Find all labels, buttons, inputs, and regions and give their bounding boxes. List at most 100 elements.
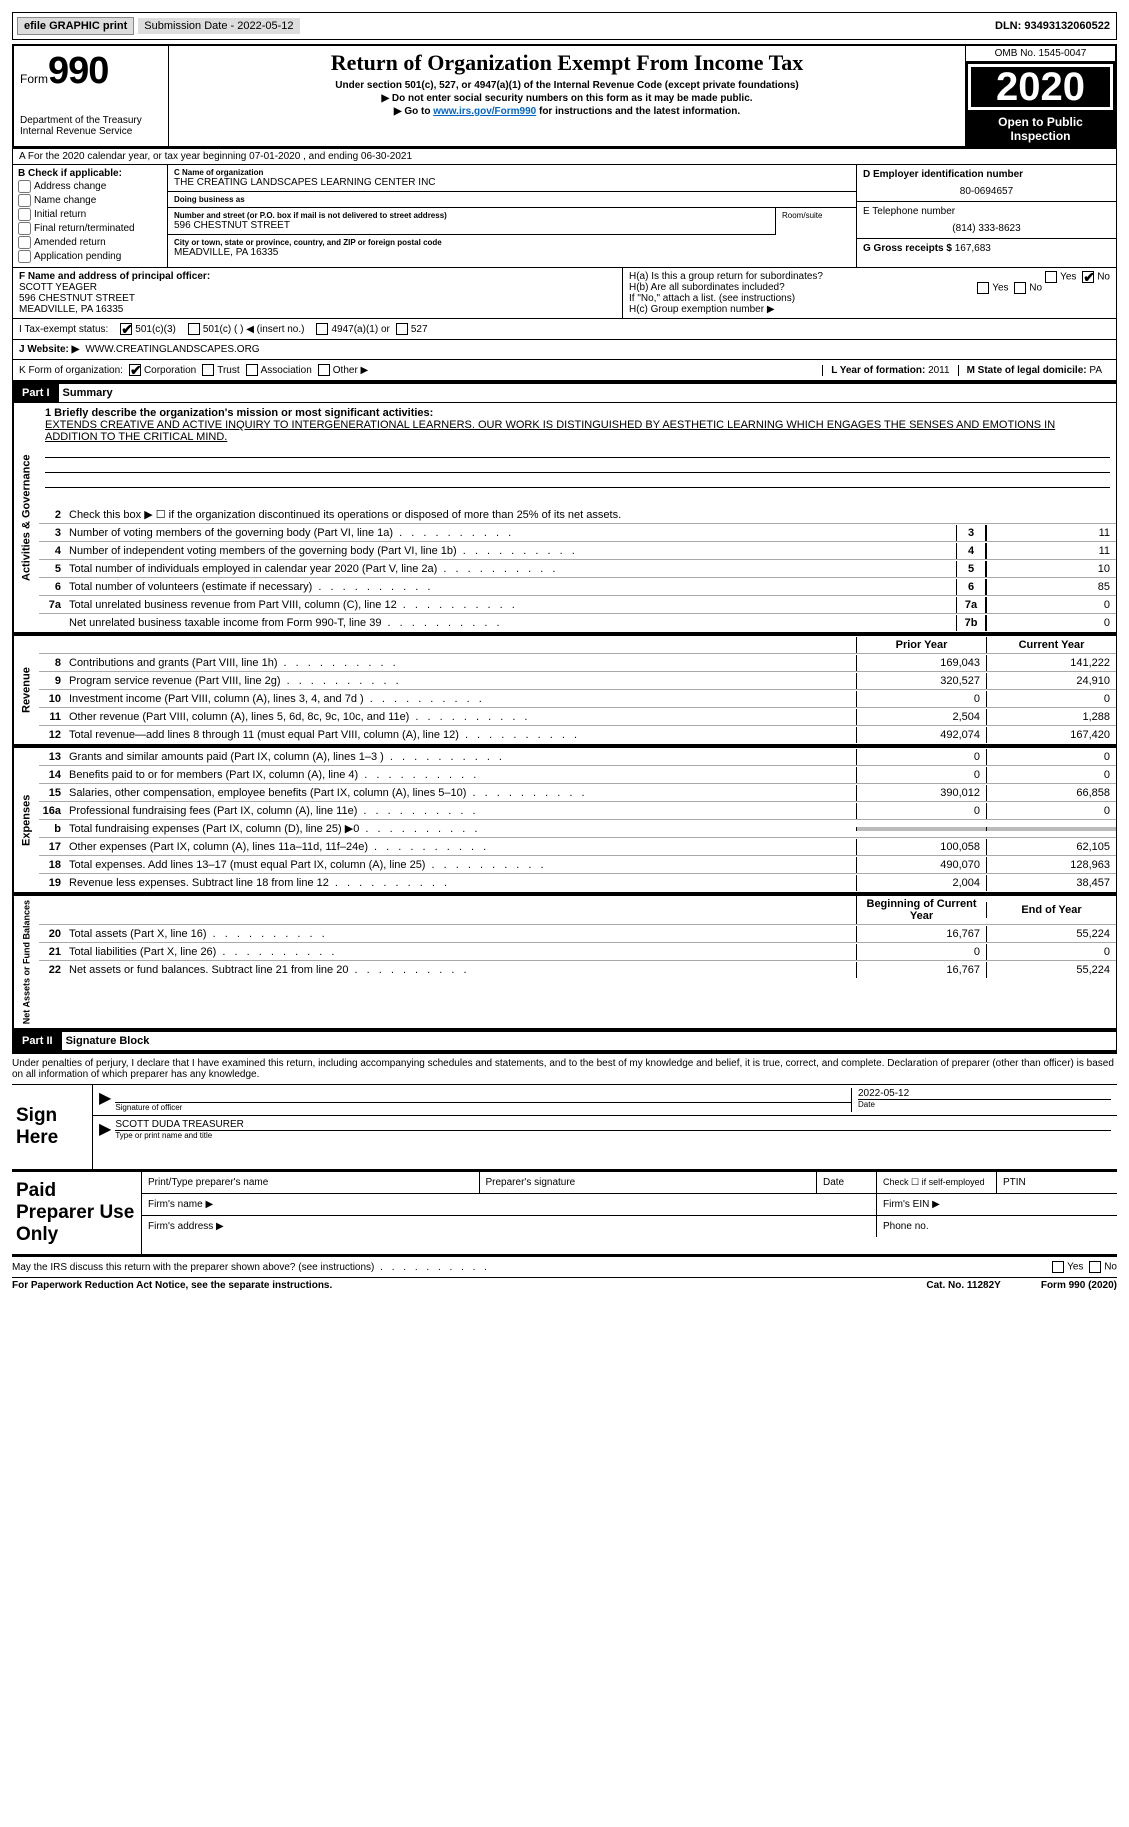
check-amended-return[interactable]: Amended return: [18, 236, 162, 249]
table-row: 16aProfessional fundraising fees (Part I…: [39, 802, 1116, 820]
table-row: 18Total expenses. Add lines 13–17 (must …: [39, 856, 1116, 874]
goto-prefix: ▶ Go to: [394, 106, 433, 117]
preparer-sig-cell[interactable]: Preparer's signature: [480, 1172, 818, 1193]
efile-print-button[interactable]: efile GRAPHIC print: [17, 17, 134, 35]
mission-block: 1 Briefly describe the organization's mi…: [39, 403, 1116, 506]
hb-label: H(b) Are all subordinates included?: [629, 282, 785, 293]
ein-cell: D Employer identification number 80-0694…: [857, 165, 1116, 202]
netassets-tab: Net Assets or Fund Balances: [13, 896, 39, 1028]
phone-cell: E Telephone number (814) 333-8623: [857, 202, 1116, 239]
officer-signature-line[interactable]: Signature of officer: [115, 1088, 851, 1112]
check-initial-return[interactable]: Initial return: [18, 208, 162, 221]
check-corporation[interactable]: [129, 364, 141, 376]
check-final-return[interactable]: Final return/terminated: [18, 222, 162, 235]
box-b: B Check if applicable: Address change Na…: [13, 165, 168, 267]
room-cell: Room/suite: [776, 208, 856, 235]
table-row: 14Benefits paid to or for members (Part …: [39, 766, 1116, 784]
part-i-tag: Part I: [13, 384, 59, 402]
check-501c[interactable]: [188, 323, 200, 335]
ha-yes-checkbox[interactable]: [1045, 271, 1057, 283]
check-other[interactable]: [318, 364, 330, 376]
check-4947[interactable]: [316, 323, 328, 335]
hb-yes-checkbox[interactable]: [977, 282, 989, 294]
val-7a: 0: [986, 597, 1116, 613]
top-bar: efile GRAPHIC print Submission Date - 20…: [12, 12, 1117, 40]
val-4: 11: [986, 543, 1116, 559]
val-7b: 0: [986, 615, 1116, 631]
line-3: Number of voting members of the governin…: [67, 525, 956, 541]
ha-no-checkbox[interactable]: [1082, 271, 1094, 283]
street-cell: Number and street (or P.O. box if mail i…: [168, 208, 776, 235]
officer-sig-label: Signature of officer: [115, 1102, 851, 1112]
discuss-yes-checkbox[interactable]: [1052, 1261, 1064, 1273]
netassets-section: Net Assets or Fund Balances Beginning of…: [12, 893, 1117, 1029]
phone-value: (814) 333-8623: [863, 223, 1110, 234]
preparer-name-cell[interactable]: Print/Type preparer's name: [142, 1172, 480, 1193]
submission-date: Submission Date - 2022-05-12: [138, 18, 299, 34]
box-f: F Name and address of principal officer:…: [13, 268, 623, 318]
check-501c3[interactable]: [120, 323, 132, 335]
check-527[interactable]: [396, 323, 408, 335]
firm-ein-cell[interactable]: Firm's EIN ▶: [877, 1194, 1117, 1215]
officer-addr1: 596 CHESTNUT STREET: [19, 293, 616, 304]
governance-section: Activities & Governance 1 Briefly descri…: [12, 403, 1117, 633]
check-address-change[interactable]: Address change: [18, 180, 162, 193]
form-subtitle-2: ▶ Do not enter social security numbers o…: [173, 93, 961, 104]
firm-phone-cell[interactable]: Phone no.: [877, 1216, 1117, 1237]
form-org-label: K Form of organization:: [19, 365, 123, 376]
preparer-date-cell[interactable]: Date: [817, 1172, 877, 1193]
table-row: 21Total liabilities (Part X, line 26)00: [39, 943, 1116, 961]
gross-receipts-label: G Gross receipts $: [863, 243, 952, 254]
table-row: 19Revenue less expenses. Subtract line 1…: [39, 874, 1116, 892]
discuss-no-checkbox[interactable]: [1089, 1261, 1101, 1273]
street-value: 596 CHESTNUT STREET: [174, 220, 769, 231]
city-label: City or town, state or province, country…: [174, 238, 850, 247]
form-990-number: 990: [48, 50, 108, 92]
prior-year-header: Prior Year: [856, 637, 986, 653]
check-application-pending[interactable]: Application pending: [18, 250, 162, 263]
table-row: 15Salaries, other compensation, employee…: [39, 784, 1116, 802]
self-employed-cell[interactable]: Check ☐ if self-employed: [877, 1172, 997, 1193]
irs-link[interactable]: www.irs.gov/Form990: [433, 106, 536, 117]
street-label: Number and street (or P.O. box if mail i…: [174, 211, 769, 220]
city-value: MEADVILLE, PA 16335: [174, 247, 850, 258]
table-row: 22Net assets or fund balances. Subtract …: [39, 961, 1116, 979]
ha-label: H(a) Is this a group return for subordin…: [629, 271, 823, 282]
dba-label: Doing business as: [174, 195, 850, 204]
firm-address-cell[interactable]: Firm's address ▶: [142, 1216, 877, 1237]
val-5: 10: [986, 561, 1116, 577]
line-7b: Net unrelated business taxable income fr…: [67, 615, 956, 631]
table-row: 17Other expenses (Part IX, column (A), l…: [39, 838, 1116, 856]
firm-name-cell[interactable]: Firm's name ▶: [142, 1194, 877, 1215]
line-6: Total number of volunteers (estimate if …: [67, 579, 956, 595]
check-association[interactable]: [246, 364, 258, 376]
check-name-change[interactable]: Name change: [18, 194, 162, 207]
form-header: Form990 Department of the Treasury Inter…: [12, 44, 1117, 149]
hb-no-checkbox[interactable]: [1014, 282, 1026, 294]
officer-name-label: Type or print name and title: [115, 1130, 1111, 1140]
website-row: J Website: ▶ WWW.CREATINGLANDSCAPES.ORG: [12, 340, 1117, 360]
end-year-header: End of Year: [986, 902, 1116, 918]
goto-suffix: for instructions and the latest informat…: [536, 106, 740, 117]
table-row: 8Contributions and grants (Part VIII, li…: [39, 654, 1116, 672]
line-7a: Total unrelated business revenue from Pa…: [67, 597, 956, 613]
check-trust[interactable]: [202, 364, 214, 376]
table-row: 11Other revenue (Part VIII, column (A), …: [39, 708, 1116, 726]
form-prefix: Form: [20, 72, 48, 86]
expenses-section: Expenses 13Grants and similar amounts pa…: [12, 745, 1117, 893]
irs-discuss-text: May the IRS discuss this return with the…: [12, 1262, 490, 1273]
city-cell: City or town, state or province, country…: [168, 235, 856, 261]
row-a-tax-year: A For the 2020 calendar year, or tax yea…: [12, 149, 1117, 165]
form-990-footer: Form 990 (2020): [1041, 1280, 1117, 1291]
irs-discuss-row: May the IRS discuss this return with the…: [12, 1257, 1117, 1277]
table-row: 10Investment income (Part VIII, column (…: [39, 690, 1116, 708]
website-label: J Website: ▶: [19, 344, 79, 355]
mission-label: 1 Briefly describe the organization's mi…: [45, 407, 1110, 419]
current-year-header: Current Year: [986, 637, 1116, 653]
sign-date: 2022-05-12: [858, 1088, 1111, 1099]
year-formation: L Year of formation: 2011: [822, 365, 957, 376]
main-info-grid: B Check if applicable: Address change Na…: [12, 165, 1117, 268]
ptin-cell[interactable]: PTIN: [997, 1172, 1117, 1193]
table-row: 20Total assets (Part X, line 16)16,76755…: [39, 925, 1116, 943]
line-2: Check this box ▶ ☐ if the organization d…: [67, 506, 1116, 523]
